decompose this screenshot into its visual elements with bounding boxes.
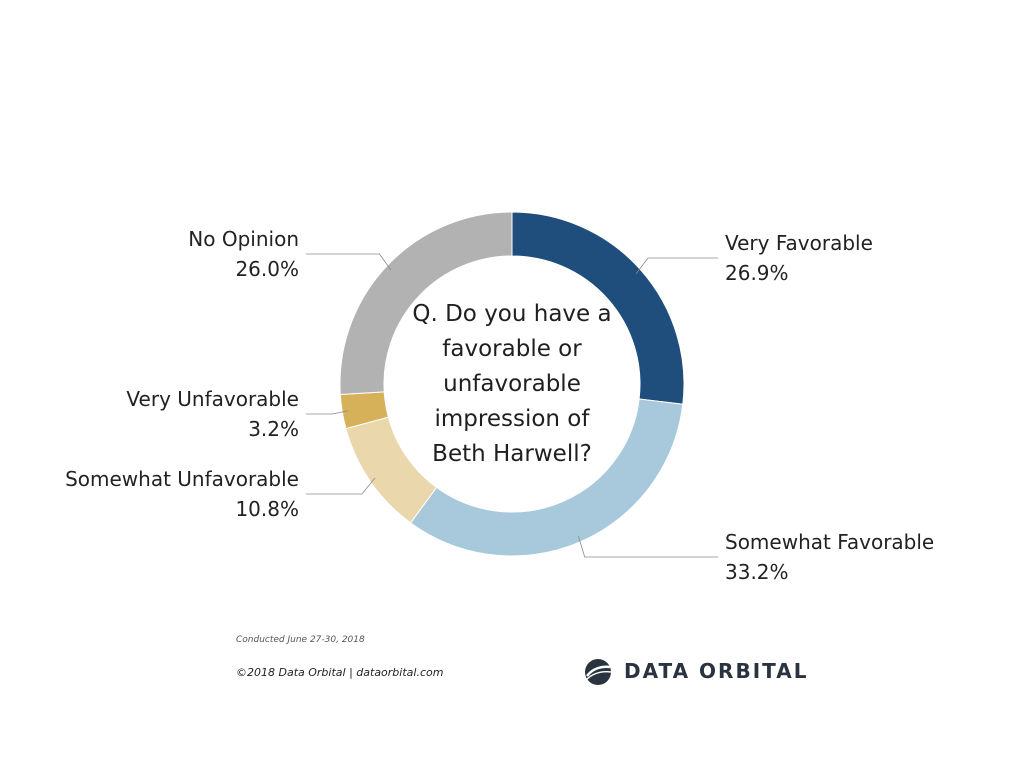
- label-name: Somewhat Unfavorable: [65, 467, 299, 491]
- label-name: Very Favorable: [725, 231, 873, 255]
- slice-no-opinion: [339, 211, 513, 396]
- label-name: Very Unfavorable: [126, 387, 299, 411]
- leader-line: [306, 477, 376, 495]
- label-value: 33.2%: [725, 560, 789, 584]
- survey-dates: Conducted June 27-30, 2018: [236, 635, 365, 645]
- label-name: No Opinion: [188, 227, 299, 251]
- label-value: 10.8%: [235, 497, 299, 521]
- leader-line: [306, 410, 349, 415]
- brand-name: DATA ORBITAL: [624, 659, 809, 683]
- label-somewhat-favorable: Somewhat Favorable 33.2%: [725, 527, 934, 587]
- chart-question: Q. Do you have a favorable or unfavorabl…: [412, 301, 612, 467]
- label-very-unfavorable: Very Unfavorable 3.2%: [126, 384, 299, 444]
- copyright-text: ©2018 Data Orbital | dataorbital.com: [236, 666, 444, 679]
- leader-line: [306, 253, 392, 271]
- leader-line: [635, 257, 718, 274]
- label-name: Somewhat Favorable: [725, 530, 935, 554]
- label-somewhat-unfavorable: Somewhat Unfavorable 10.8%: [65, 464, 299, 524]
- orbit-globe-icon: [585, 659, 612, 685]
- leader-line: [577, 536, 718, 558]
- label-value: 26.9%: [725, 261, 789, 285]
- label-no-opinion: No Opinion 26.0%: [188, 224, 299, 284]
- label-value: 26.0%: [235, 257, 299, 281]
- label-very-favorable: Very Favorable 26.9%: [725, 228, 873, 288]
- label-value: 3.2%: [248, 417, 299, 441]
